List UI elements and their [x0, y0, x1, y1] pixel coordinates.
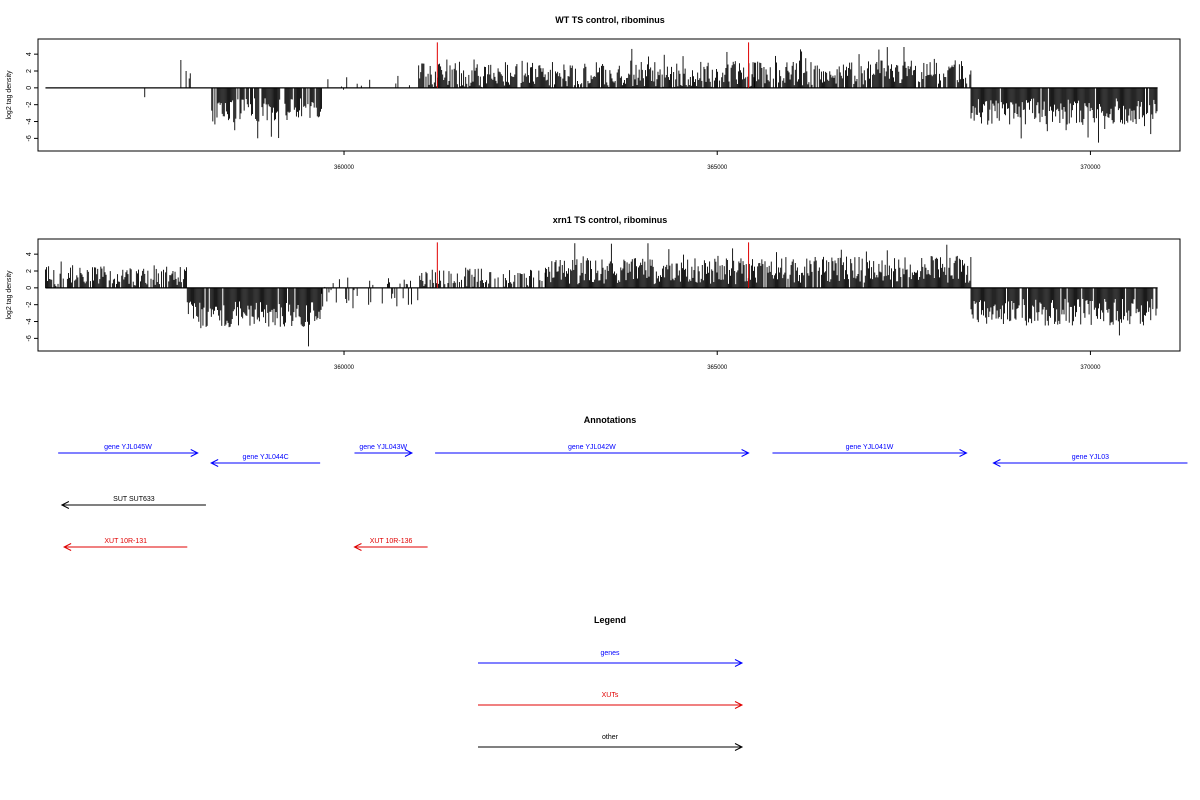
annotation-label: SUT SUT633 — [113, 496, 155, 503]
legend-panel: Legend genes XUTs other — [478, 615, 744, 751]
annotation-label: gene YJL044C — [243, 454, 289, 461]
y-tick-label: -2 — [26, 301, 33, 307]
annotation-arrowhead — [741, 449, 750, 457]
legend-arrowhead — [734, 743, 744, 751]
annotation-arrowhead — [353, 543, 362, 551]
wt-track-x-axis: 360000 365000 370000 — [334, 151, 1101, 171]
x-tick-label: 370000 — [1080, 165, 1101, 171]
y-tick-label: -6 — [26, 335, 33, 341]
y-tick-label: 0 — [26, 86, 33, 90]
wt-track-bars — [45, 47, 1158, 143]
legend-label: genes — [600, 650, 620, 657]
annotation-label: gene YJL043W — [359, 444, 407, 451]
annotation-arrowhead — [959, 449, 968, 457]
x-tick-label: 360000 — [334, 165, 355, 171]
y-tick-label: 0 — [26, 286, 33, 290]
wt-track-markers — [436, 42, 750, 88]
y-tick-label: -6 — [26, 135, 33, 141]
annotation-label: gene YJL03 — [1072, 454, 1109, 461]
xrn1-track-ylabel: log2 tag density — [6, 270, 13, 320]
y-tick-label: -4 — [26, 118, 33, 124]
y-tick-label: 4 — [26, 252, 33, 256]
annotation-items: gene YJL045W gene YJL044C gene YJL043W gene… — [58, 444, 1188, 551]
xrn1-track-plot-box — [37, 238, 1181, 352]
y-tick-label: 2 — [26, 269, 33, 273]
legend-entries: genes XUTs other — [478, 650, 744, 751]
annotation-label: XUT 10R-136 — [370, 538, 413, 545]
annotation-arrowhead — [404, 449, 414, 457]
x-tick-label: 365000 — [707, 165, 728, 171]
annotation-label: gene YJL042W — [568, 444, 616, 451]
y-tick-label: -2 — [26, 101, 33, 107]
xrn1-track-panel: xrn1 TS control, ribominus log2 tag dens… — [6, 215, 1181, 371]
x-tick-label: 370000 — [1080, 365, 1101, 371]
annotation-arrowhead — [60, 501, 70, 509]
annotation-label: XUT 10R-131 — [104, 538, 147, 545]
xrn1-track-y-axis: 4 2 0 -2 -4 -6 — [26, 252, 38, 341]
wt-track-title: WT TS control, ribominus — [555, 15, 665, 25]
annotations-title: Annotations — [584, 415, 637, 425]
y-tick-label: 4 — [26, 52, 33, 56]
xrn1-track-title: xrn1 TS control, ribominus — [553, 215, 668, 225]
annotation-arrowhead — [190, 449, 199, 457]
legend-title: Legend — [594, 615, 626, 625]
xrn1-track-x-axis: 360000 365000 370000 — [334, 351, 1101, 371]
xrn1-track-markers — [436, 242, 750, 288]
y-tick-label: -4 — [26, 318, 33, 324]
legend-label: other — [602, 734, 619, 741]
x-tick-label: 365000 — [707, 365, 728, 371]
wt-track-y-axis: 4 2 0 -2 -4 -6 — [26, 52, 38, 141]
legend-arrowhead — [734, 701, 744, 709]
legend-label: XUTs — [602, 692, 619, 699]
x-tick-label: 360000 — [334, 365, 355, 371]
annotation-arrowhead — [210, 459, 219, 467]
wt-track-ylabel: log2 tag density — [6, 70, 13, 120]
annotation-label: gene YJL041W — [846, 444, 894, 451]
annotation-arrowhead — [63, 543, 72, 551]
annotation-label: gene YJL045W — [104, 444, 152, 451]
legend-arrowhead — [734, 659, 744, 667]
wt-track-panel: WT TS control, ribominus log2 tag densit… — [6, 15, 1181, 171]
wt-track-plot-box — [37, 38, 1181, 152]
y-tick-label: 2 — [26, 69, 33, 73]
xrn1-track-bars — [45, 243, 1158, 347]
annotation-arrowhead — [992, 459, 1001, 467]
